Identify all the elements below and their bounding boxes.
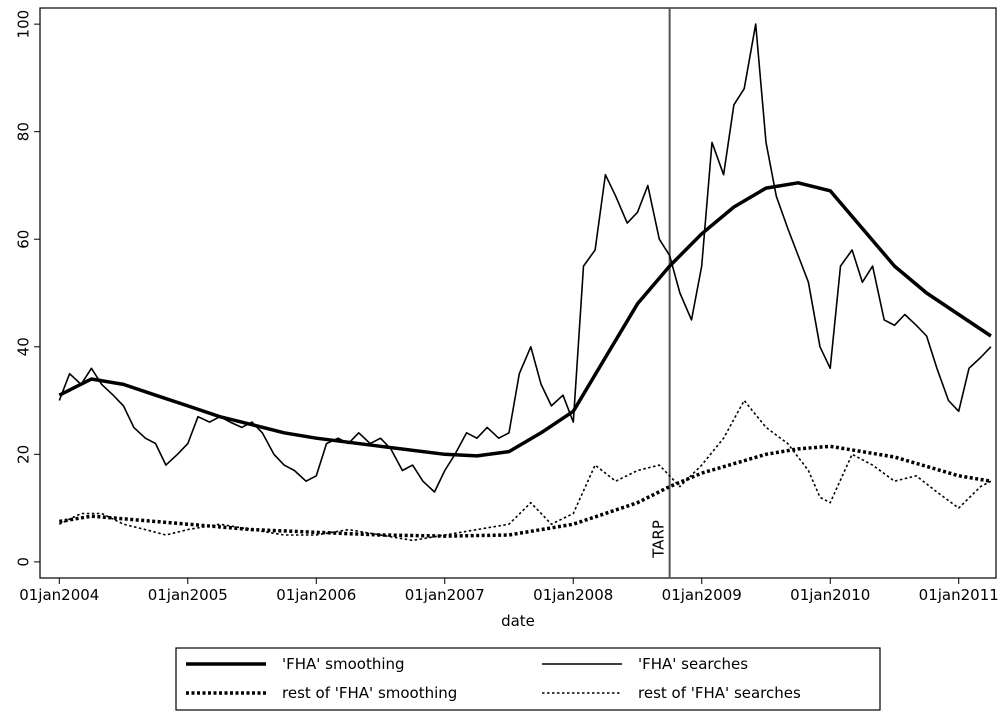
y-tick-label: 80 <box>15 122 33 141</box>
x-tick-label: 01jan2009 <box>662 586 742 604</box>
series-line <box>58 181 992 458</box>
x-tick-label: 01jan2010 <box>790 586 870 604</box>
x-tick-label: 01jan2005 <box>148 586 228 604</box>
y-tick-label: 0 <box>15 557 33 567</box>
x-tick-label: 01jan2006 <box>276 586 356 604</box>
series-line <box>58 23 992 493</box>
plot-frame <box>39 7 997 579</box>
x-tick-label: 01jan2007 <box>405 586 485 604</box>
x-axis-label: date <box>501 612 535 630</box>
x-tick-label: 01jan2011 <box>919 586 999 604</box>
series-line <box>59 444 992 538</box>
legend-label: rest of 'FHA' searches <box>638 684 801 702</box>
legend-label: 'FHA' smoothing <box>282 655 405 673</box>
y-tick-label: 100 <box>15 10 33 39</box>
x-tick-label: 01jan2004 <box>19 586 99 604</box>
y-tick-label: 20 <box>15 445 33 464</box>
annotation-text: TARP <box>650 520 668 559</box>
y-tick-label: 40 <box>15 337 33 356</box>
legend-label: rest of 'FHA' smoothing <box>282 684 457 702</box>
y-tick-label: 60 <box>15 230 33 249</box>
series-line <box>58 399 992 542</box>
legend-label: 'FHA' searches <box>638 655 748 673</box>
x-tick-label: 01jan2008 <box>533 586 613 604</box>
legend-box <box>175 647 881 711</box>
